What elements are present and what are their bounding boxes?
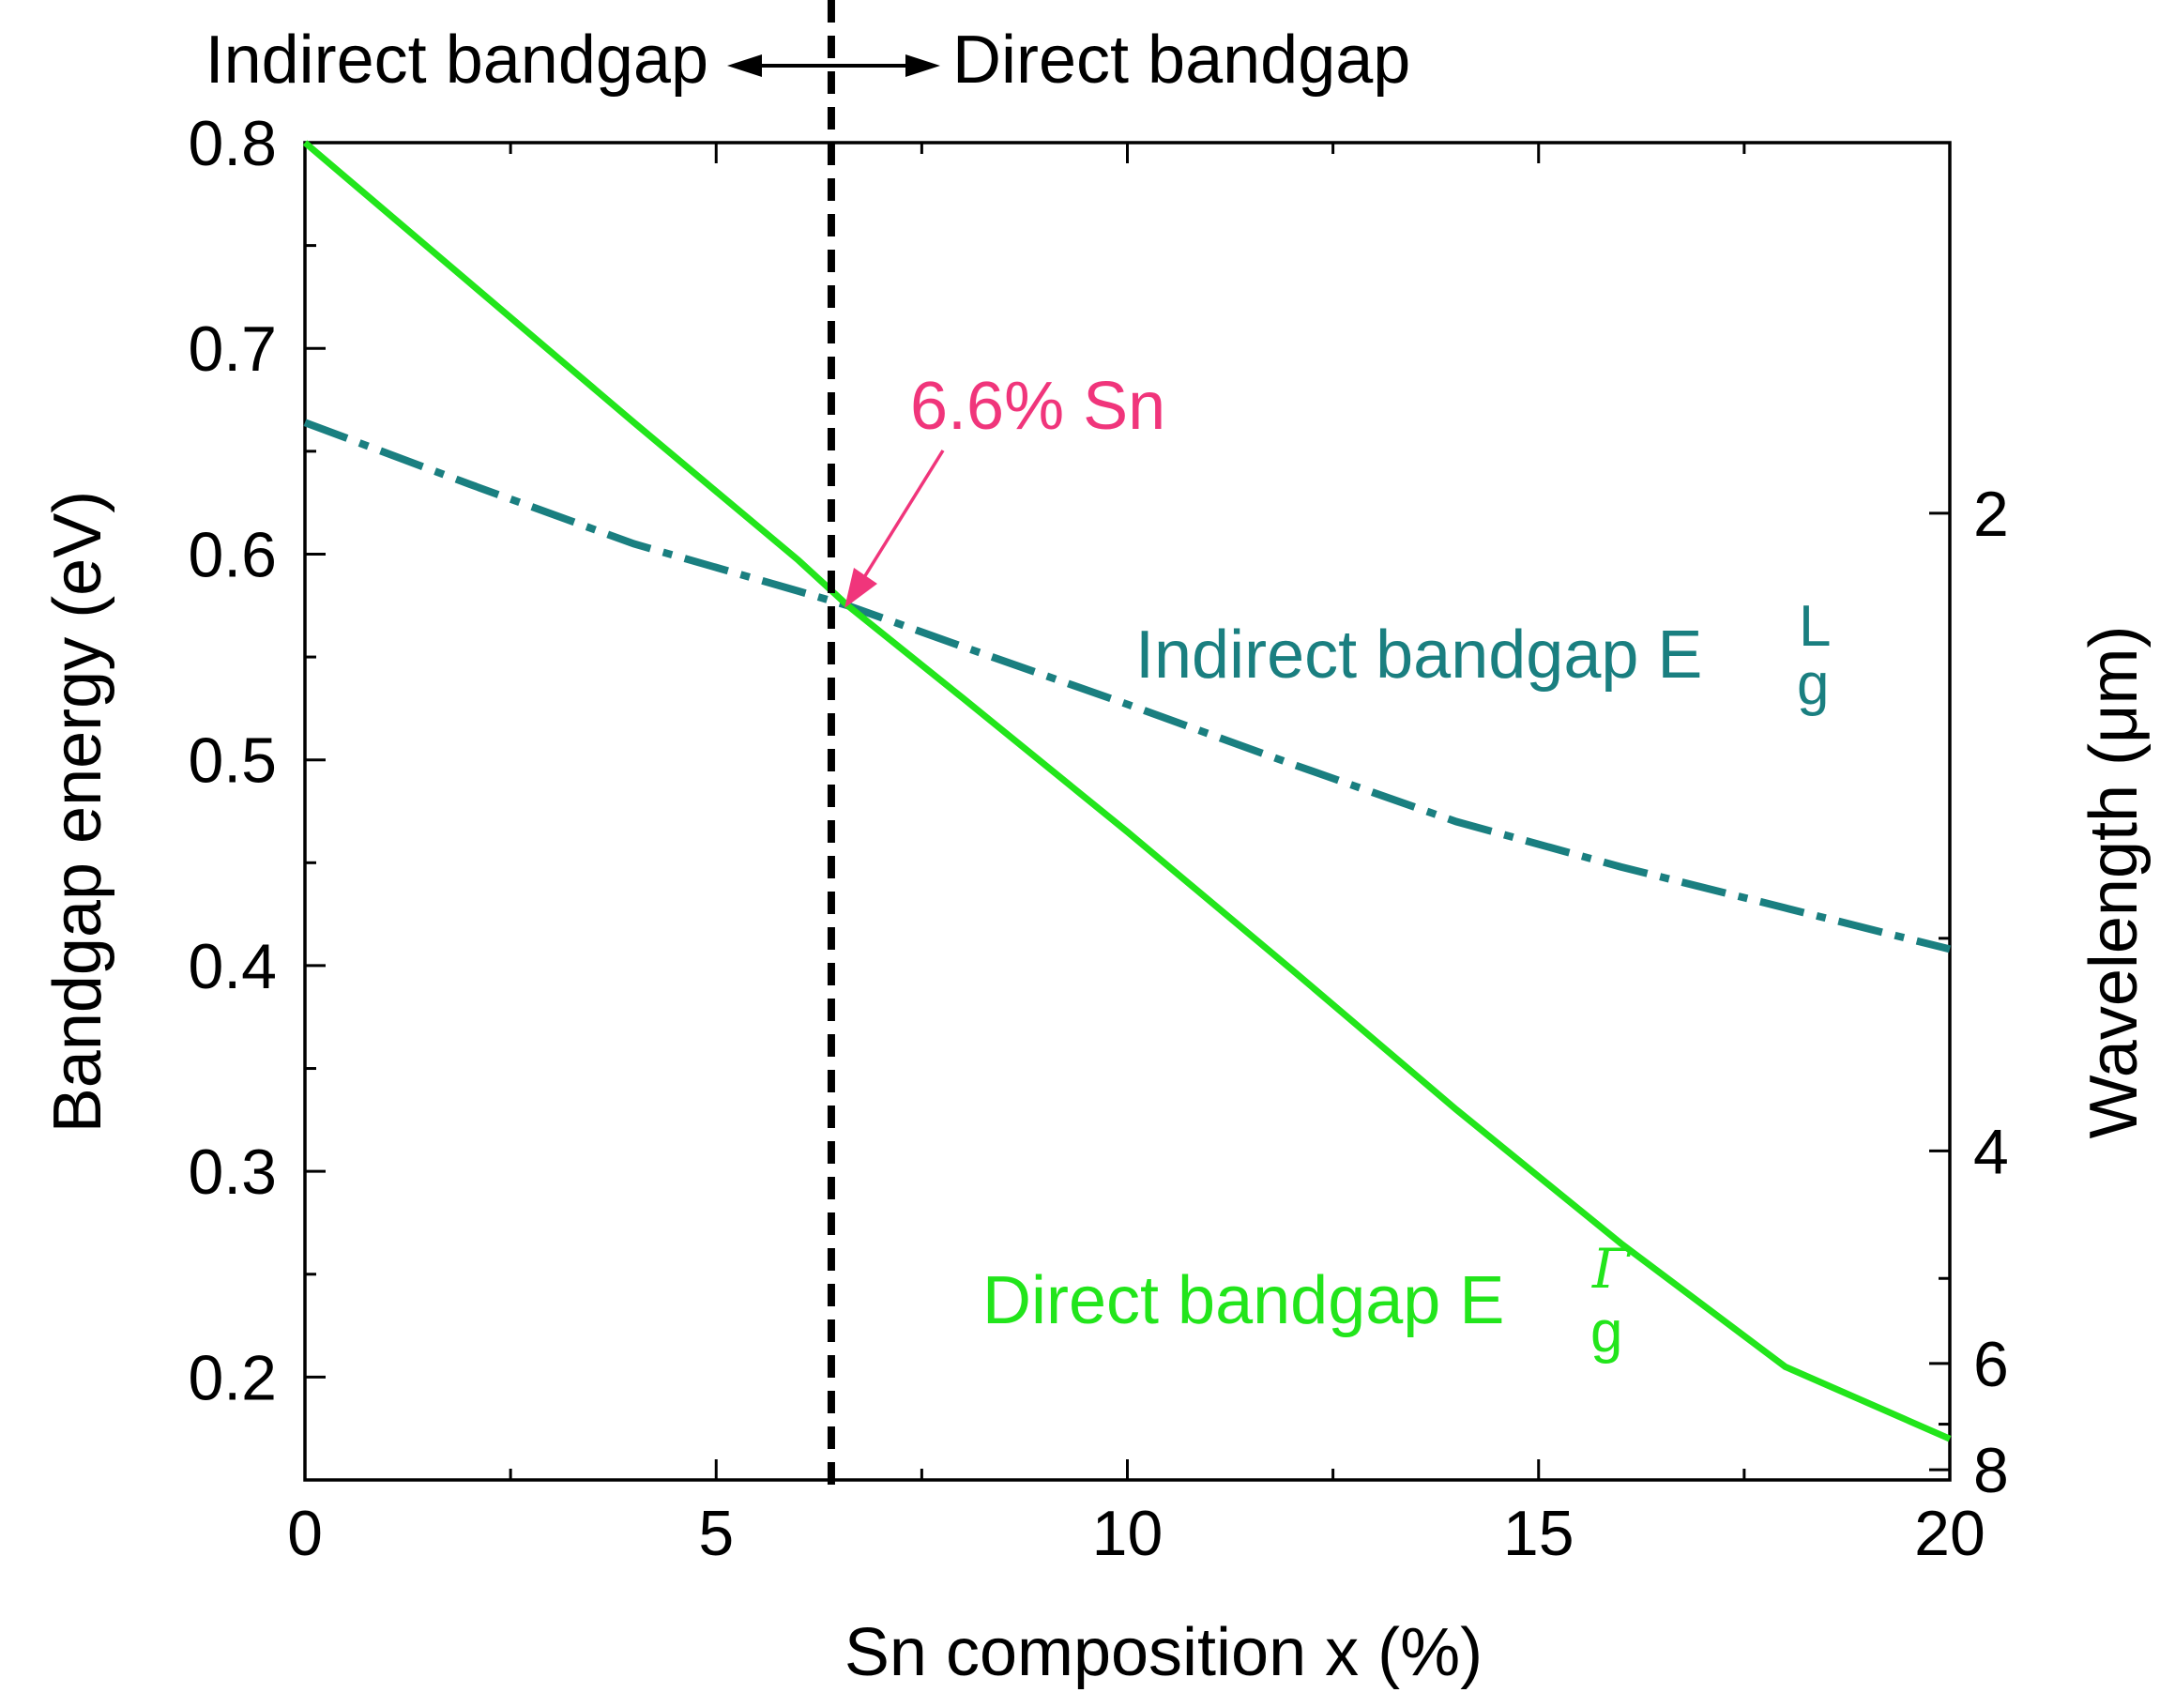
axis-ticks — [303, 141, 1952, 1480]
top-direct-label: Direct bandgap — [952, 23, 1410, 98]
svg-text:L: L — [1799, 594, 1831, 659]
y-tick-label: 0.4 — [188, 931, 277, 1002]
x-tick-label: 10 — [1092, 1498, 1164, 1569]
x-axis-title: Sn composition x (%) — [844, 1615, 1483, 1690]
double-arrow — [727, 54, 940, 77]
y2-tick-label: 8 — [1973, 1435, 2009, 1506]
y-axis-title: Bandgap energy (eV) — [40, 491, 115, 1133]
y2-tick-label: 6 — [1973, 1329, 2009, 1400]
series-direct-line — [302, 140, 1952, 1442]
indirect-series-label: Indirect bandgap E g L — [1135, 594, 1831, 717]
top-indirect-label: Indirect bandgap — [205, 23, 708, 98]
y-tick-label: 0.8 — [188, 108, 277, 179]
x-tick-label: 15 — [1503, 1498, 1574, 1569]
crossover-label: 6.6% Sn — [910, 369, 1165, 444]
svg-text:Γ: Γ — [1591, 1237, 1632, 1301]
svg-text:g: g — [1590, 1300, 1622, 1365]
y2-tick-label: 2 — [1973, 479, 2009, 550]
crossover-arrow — [844, 450, 945, 608]
y-tick-label: 0.7 — [188, 313, 277, 385]
y2-axis-title: Wavelength (μm) — [2076, 626, 2152, 1139]
svg-text:Indirect bandgap E: Indirect bandgap E — [1135, 618, 1702, 693]
x-tick-label: 20 — [1914, 1498, 1985, 1569]
tick-labels: 0 5 10 15 20 0.2 0.3 0.4 0.5 0.6 0.7 0.8 2 4 6 8 — [188, 108, 2008, 1569]
x-tick-label: 5 — [698, 1498, 734, 1569]
svg-text:Direct bandgap E: Direct bandgap E — [982, 1263, 1504, 1338]
y-tick-label: 0.5 — [188, 725, 277, 797]
svg-text:g: g — [1797, 652, 1829, 717]
y-tick-label: 0.6 — [188, 519, 277, 590]
y-tick-label: 0.2 — [188, 1342, 277, 1413]
direct-series-label: Direct bandgap E g Γ — [982, 1237, 1632, 1365]
y2-tick-label: 4 — [1973, 1116, 2009, 1187]
y-tick-label: 0.3 — [188, 1136, 277, 1208]
series-indirect-line — [303, 419, 1951, 953]
x-tick-label: 0 — [287, 1498, 323, 1569]
